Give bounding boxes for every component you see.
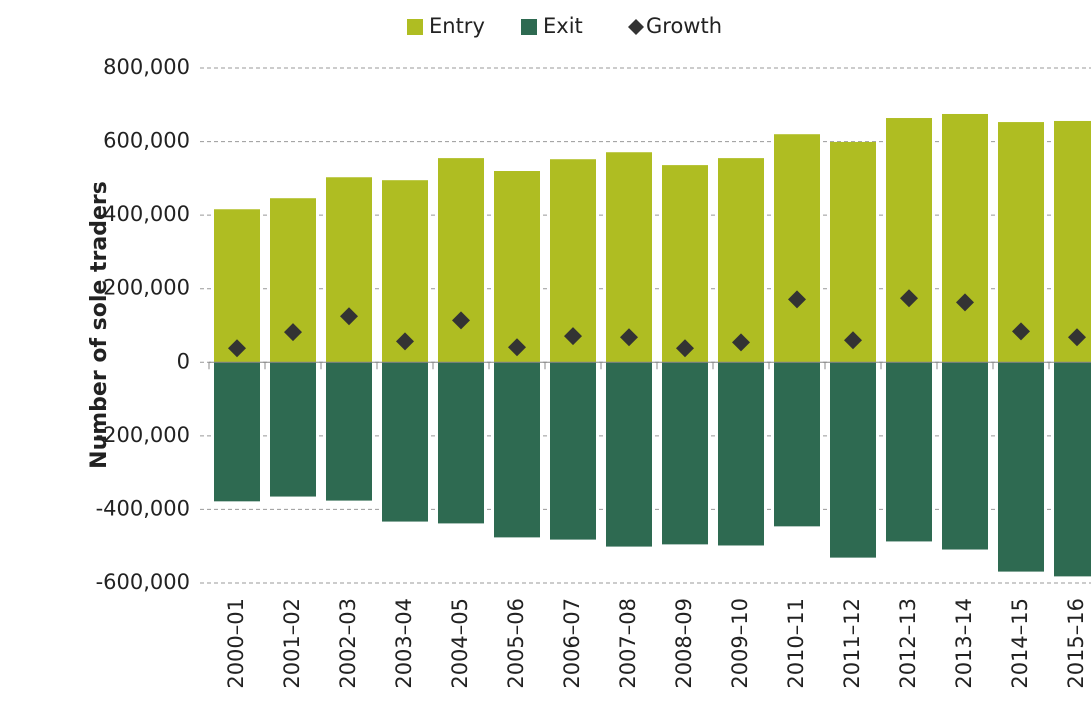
legend-label: Entry	[429, 14, 485, 38]
bar	[942, 362, 988, 550]
y-tick-label: -600,000	[96, 570, 190, 594]
bar	[214, 362, 260, 502]
bar	[830, 141, 876, 363]
bar	[1054, 362, 1091, 577]
x-tick-label: 2001–02	[280, 598, 304, 689]
bar	[270, 362, 316, 497]
bar	[494, 171, 540, 363]
x-tick-label: 2006–07	[560, 598, 584, 689]
growth-marker	[620, 328, 638, 347]
growth-marker	[564, 327, 582, 346]
bar	[494, 362, 540, 538]
legend-swatch	[521, 19, 537, 35]
x-tick-label: 2013–14	[952, 598, 976, 689]
growth-marker	[452, 311, 470, 330]
bar	[774, 362, 820, 527]
growth-marker	[956, 293, 974, 312]
x-tick-label: 2005–06	[504, 598, 528, 689]
growth-marker	[396, 332, 414, 351]
x-tick-label: 2000–01	[224, 598, 248, 689]
y-tick-label: 0	[177, 349, 190, 373]
legend-label: Growth	[646, 14, 722, 38]
bar	[886, 362, 932, 542]
bar	[998, 362, 1044, 572]
growth-marker	[788, 290, 806, 309]
growth-marker	[1068, 328, 1086, 347]
bar	[326, 177, 372, 363]
bar	[942, 113, 988, 363]
bar	[998, 122, 1044, 363]
growth-marker	[732, 333, 750, 352]
legend-swatch	[407, 19, 423, 35]
x-tick-label: 2010–11	[784, 598, 808, 689]
x-tick-label: 2007–08	[616, 598, 640, 689]
bar	[718, 158, 764, 363]
bar	[382, 362, 428, 522]
bar	[886, 118, 932, 363]
growth-marker	[508, 338, 526, 357]
x-tick-label: 2002–03	[336, 598, 360, 689]
legend-label: Exit	[543, 14, 583, 38]
x-tick-label: 2014–15	[1008, 598, 1032, 689]
bar	[830, 362, 876, 558]
bar	[606, 362, 652, 547]
bar	[662, 165, 708, 363]
x-tick-label: 2009–10	[728, 598, 752, 689]
growth-marker	[844, 331, 862, 350]
bar	[662, 362, 708, 545]
y-tick-label: -400,000	[96, 496, 190, 520]
legend-marker	[628, 19, 644, 35]
x-tick-label: 2004–05	[448, 598, 472, 689]
growth-marker	[228, 339, 246, 358]
growth-marker	[1012, 322, 1030, 341]
bar	[326, 362, 372, 501]
bar	[774, 134, 820, 363]
growth-marker	[676, 339, 694, 358]
growth-marker	[284, 323, 302, 342]
x-tick-label: 2012–13	[896, 598, 920, 689]
bar	[718, 362, 764, 546]
y-tick-label: 200,000	[103, 276, 190, 300]
y-tick-label: 800,000	[103, 55, 190, 79]
growth-marker	[340, 307, 358, 326]
bar	[214, 209, 260, 363]
y-tick-label: -200,000	[96, 423, 190, 447]
y-tick-label: 400,000	[103, 202, 190, 226]
bar	[550, 362, 596, 540]
x-tick-label: 2015–16	[1064, 598, 1088, 689]
bar	[438, 158, 484, 363]
x-tick-label: 2008–09	[672, 598, 696, 689]
y-axis-title: Number of sole traders	[87, 181, 112, 469]
x-tick-label: 2011–12	[840, 598, 864, 689]
bar	[382, 180, 428, 363]
bar	[438, 362, 484, 524]
bar	[606, 152, 652, 363]
y-tick-label: 600,000	[103, 129, 190, 153]
growth-marker	[900, 289, 918, 308]
bar	[1054, 120, 1091, 363]
x-tick-label: 2003–04	[392, 598, 416, 689]
